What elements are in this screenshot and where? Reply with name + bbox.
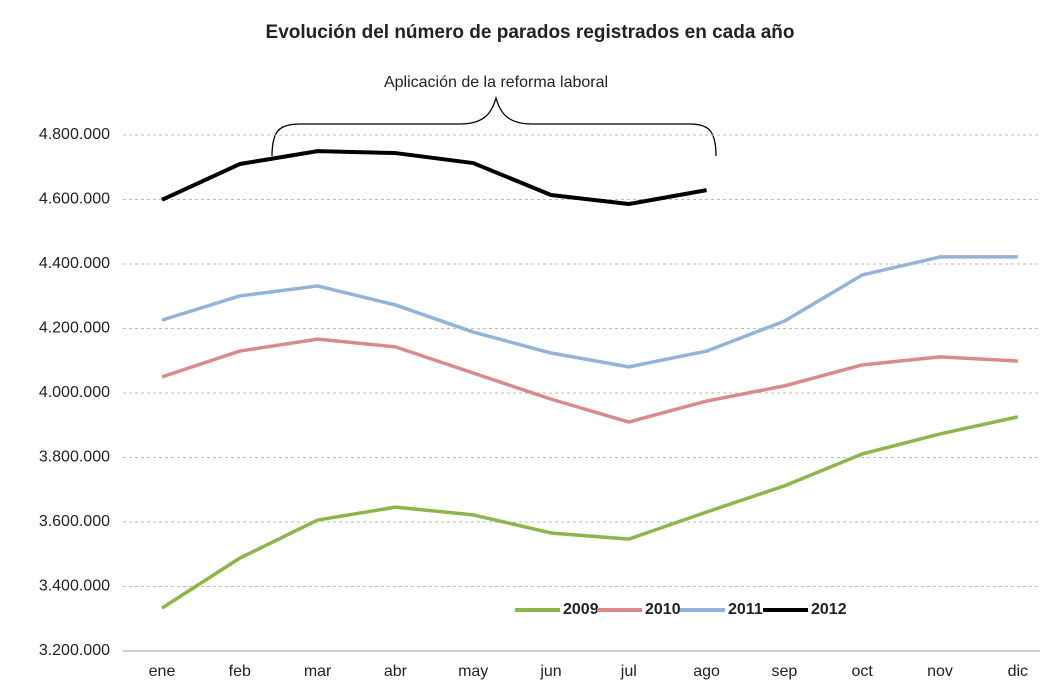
x-tick-label: dic <box>1008 663 1028 680</box>
y-tick-label: 3.800.000 <box>39 449 110 466</box>
x-tick-label: jun <box>539 663 561 680</box>
y-tick-label: 3.400.000 <box>39 578 110 595</box>
legend-text: 2011 <box>728 601 763 618</box>
x-tick-label: jul <box>620 663 637 680</box>
series-line <box>161 415 1019 610</box>
x-tick-label: feb <box>229 663 251 680</box>
x-tick-label: oct <box>852 663 874 680</box>
y-tick-label: 4.200.000 <box>39 320 110 337</box>
y-tick-label: 3.600.000 <box>39 513 110 530</box>
x-tick-label: ene <box>149 663 176 680</box>
y-tick-label: 4.400.000 <box>39 255 110 272</box>
annotation: Aplicación de la reforma laboral <box>384 74 608 91</box>
y-tick-label: 4.000.000 <box>39 384 110 401</box>
series-line <box>161 149 707 207</box>
legend-text: 2010 <box>645 601 681 618</box>
x-tick-label: may <box>458 663 488 680</box>
x-tick-label: sep <box>772 663 798 680</box>
series-line <box>161 255 1018 369</box>
y-tick-label: 4.600.000 <box>39 191 110 208</box>
chart-title: Evolución del número de parados registra… <box>266 22 795 43</box>
x-tick-label: mar <box>304 663 332 680</box>
x-tick-label: nov <box>927 663 953 680</box>
x-tick-label: ago <box>693 663 720 680</box>
y-tick-label: 4.800.000 <box>39 126 110 143</box>
annotation-brace <box>271 95 717 157</box>
plot-area: 3.200.000 3.400.000 3.600.000 3.800.000 4.00… <box>39 126 1040 680</box>
x-tick-label: abr <box>384 663 408 680</box>
series-line <box>161 337 1018 424</box>
legend-text: 2012 <box>811 601 847 618</box>
y-tick-label: 3.200.000 <box>39 642 110 659</box>
legend-text: 2009 <box>563 601 599 618</box>
